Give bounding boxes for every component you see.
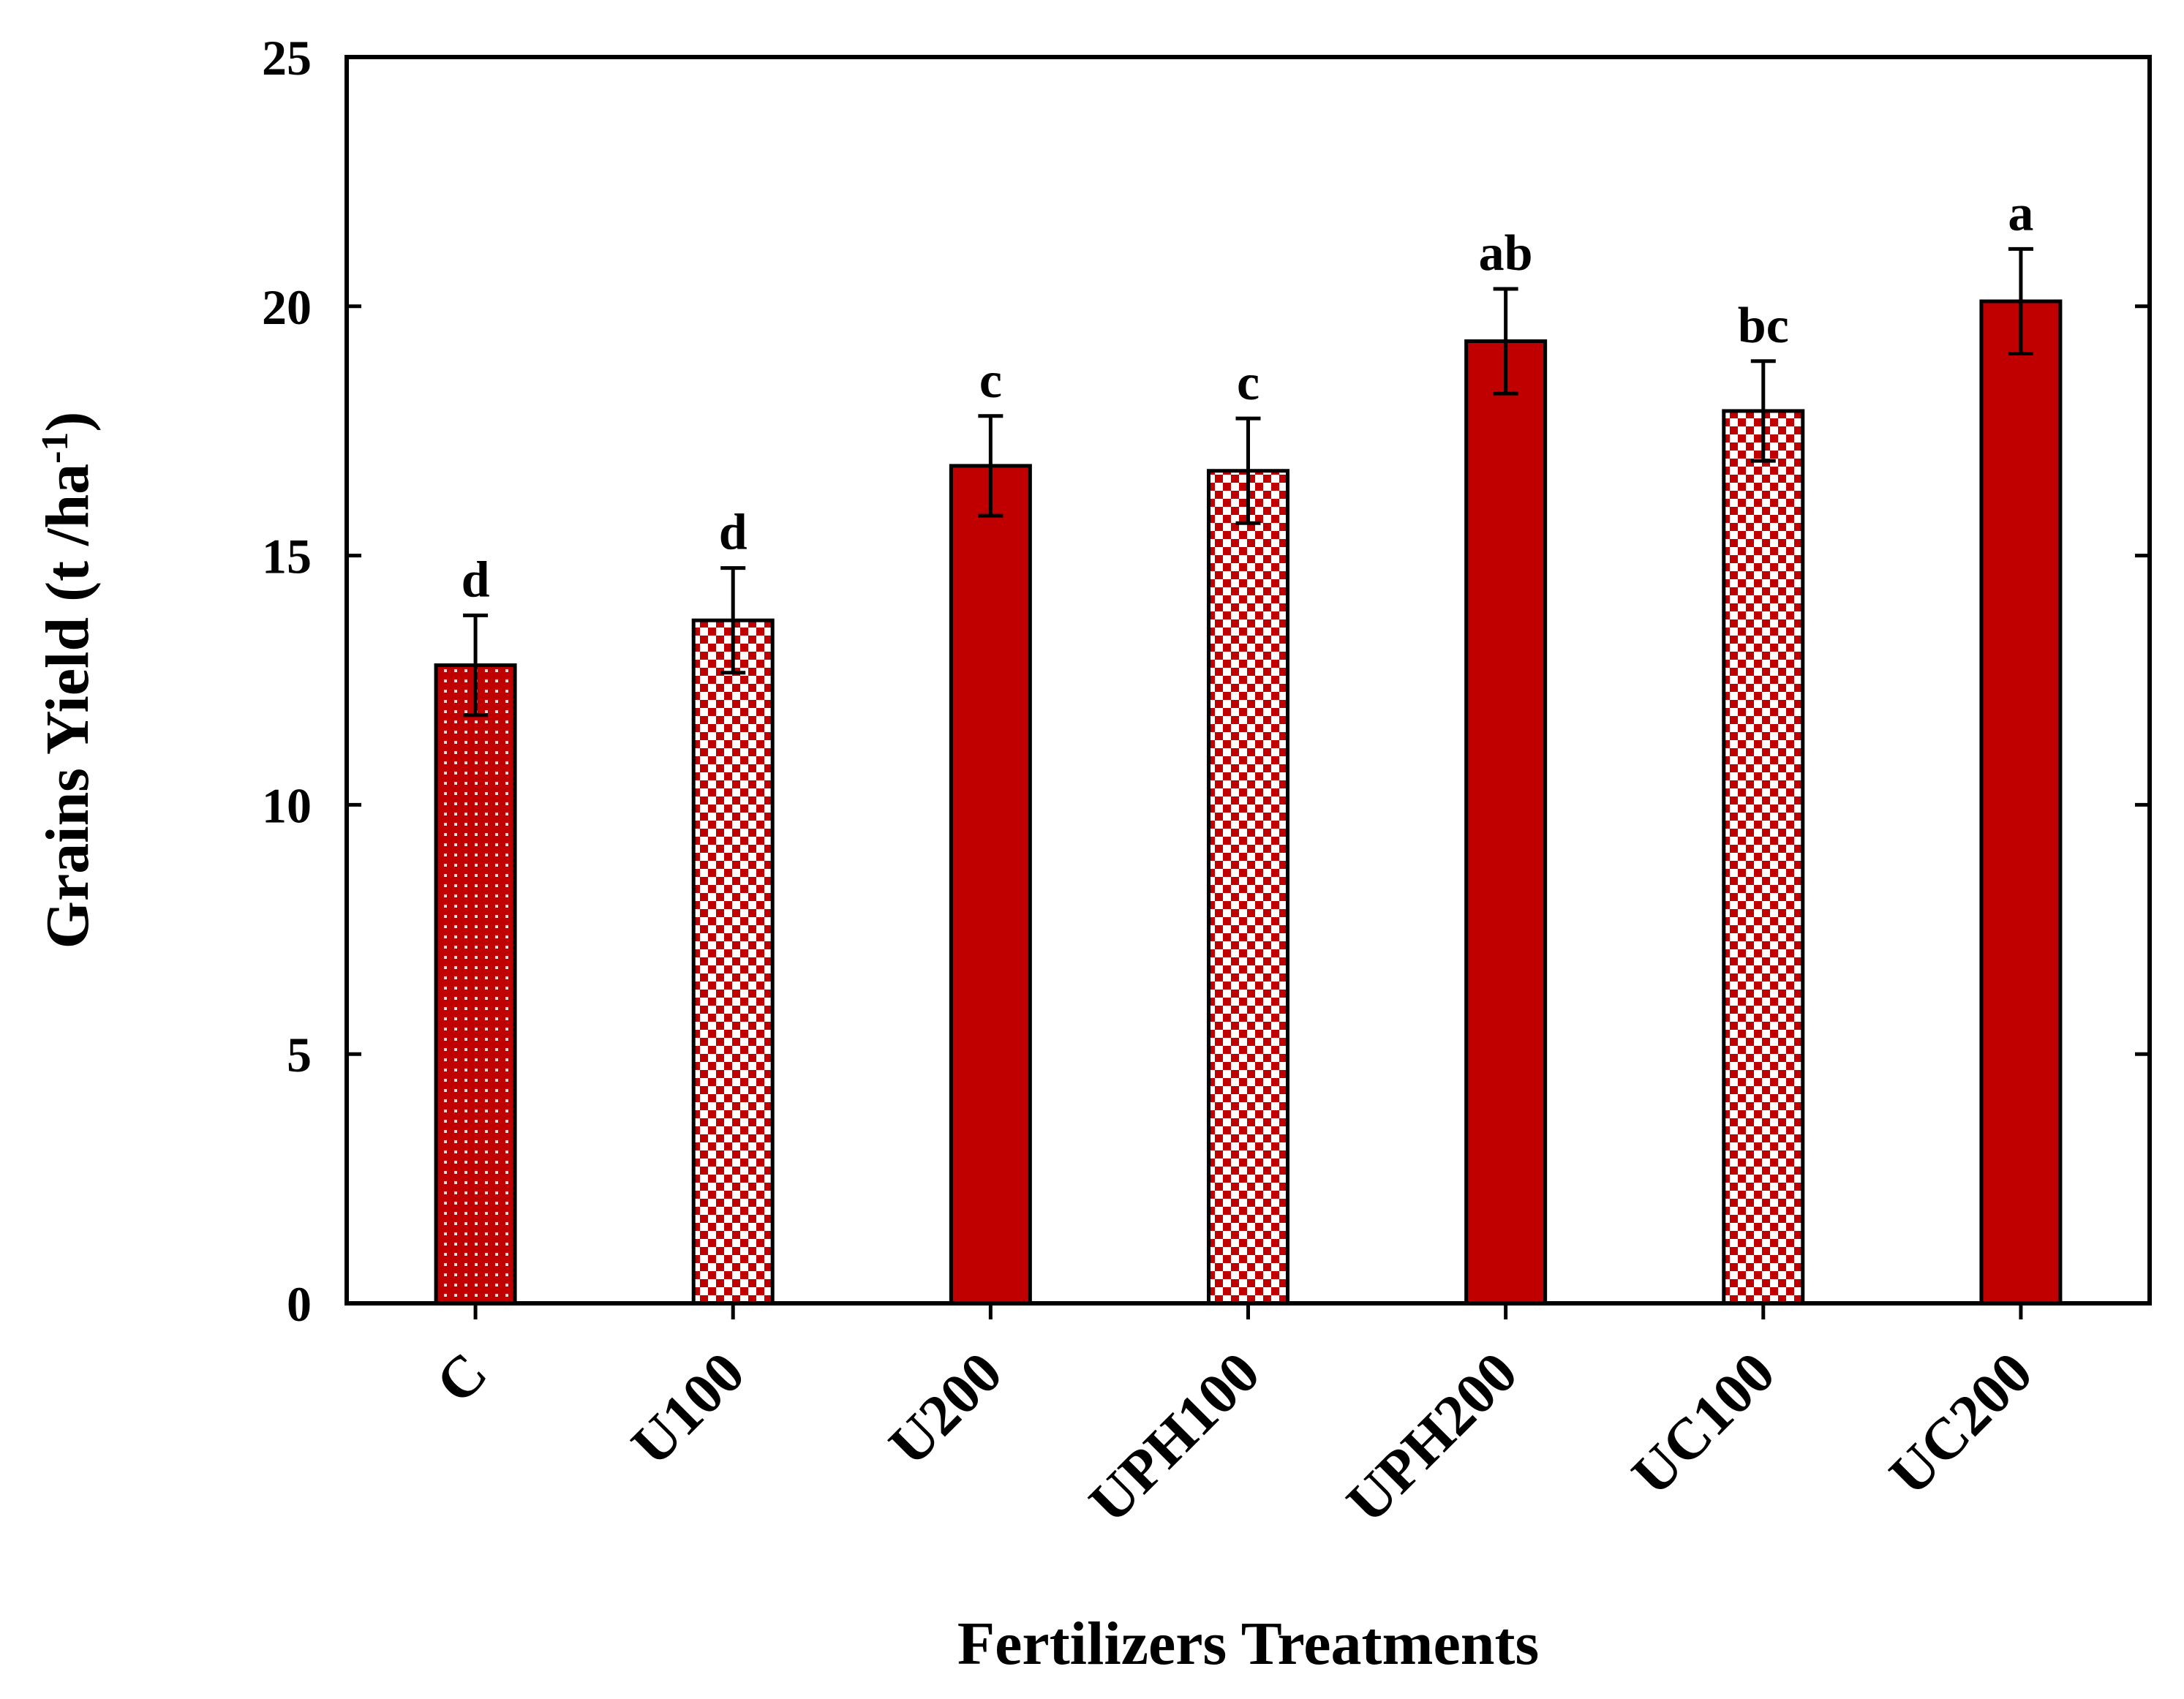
x-tick-label-uc100: UC100 <box>1620 1341 1788 1508</box>
x-tick-label-uph100: UPH100 <box>1077 1341 1272 1535</box>
bar-u100 <box>691 618 775 1306</box>
x-tick-label-uc200: UC200 <box>1878 1341 2045 1508</box>
plot-frame <box>344 55 2152 1306</box>
bar-uc100 <box>1722 409 1805 1306</box>
y-tick-label: 5 <box>287 1027 312 1082</box>
significance-label-u200: c <box>979 353 1002 409</box>
significance-label-u100: d <box>719 505 748 561</box>
error-bar-uc200 <box>2008 246 2033 356</box>
x-tick-label-c: C <box>424 1341 500 1416</box>
y-tick-label: 0 <box>287 1276 312 1332</box>
bar-uph200 <box>1464 339 1548 1306</box>
error-bar-uc100 <box>1750 359 1776 463</box>
y-tick-label: 20 <box>262 279 312 335</box>
x-tick-labels: C U100 U200 UPH100 UPH200 UC100 UC200 <box>424 1341 2045 1535</box>
significance-label-uph100: c <box>1237 355 1259 411</box>
error-bar-u100 <box>720 566 746 675</box>
x-tick-label-uph200: UPH200 <box>1335 1341 1529 1535</box>
error-bar-uph100 <box>1235 416 1261 525</box>
y-tick-labels: 0 5 10 15 20 25 <box>262 30 312 1332</box>
bar-uc200 <box>1979 299 2063 1306</box>
error-bars-group <box>463 246 2033 717</box>
x-tick-label-u100: U100 <box>620 1341 757 1478</box>
error-bar-c <box>463 613 489 717</box>
error-bar-u200 <box>978 414 1003 518</box>
significance-label-uc200: a <box>2008 185 2033 241</box>
y-axis-title-superscript: -1 <box>34 432 76 464</box>
x-tick-label-u200: U200 <box>877 1341 1014 1478</box>
y-tick-label: 25 <box>262 30 312 86</box>
significance-label-uph200: ab <box>1479 225 1533 282</box>
error-bar-uph200 <box>1493 287 1518 396</box>
bar-c <box>434 663 517 1306</box>
bar-u200 <box>949 464 1032 1306</box>
significance-label-c: d <box>462 551 490 608</box>
bar-uph100 <box>1207 469 1289 1306</box>
y-tick-label: 15 <box>262 529 312 584</box>
significance-labels-group: d d c c ab bc a <box>462 185 2034 608</box>
y-tick-label: 10 <box>262 777 312 833</box>
y-axis-title-close: ) <box>34 412 102 432</box>
y-axis-title: Grains Yield (t /ha-1) <box>34 412 102 949</box>
x-axis-title: Fertilizers Treatments <box>957 1610 1539 1678</box>
significance-label-uc100: bc <box>1738 298 1789 354</box>
